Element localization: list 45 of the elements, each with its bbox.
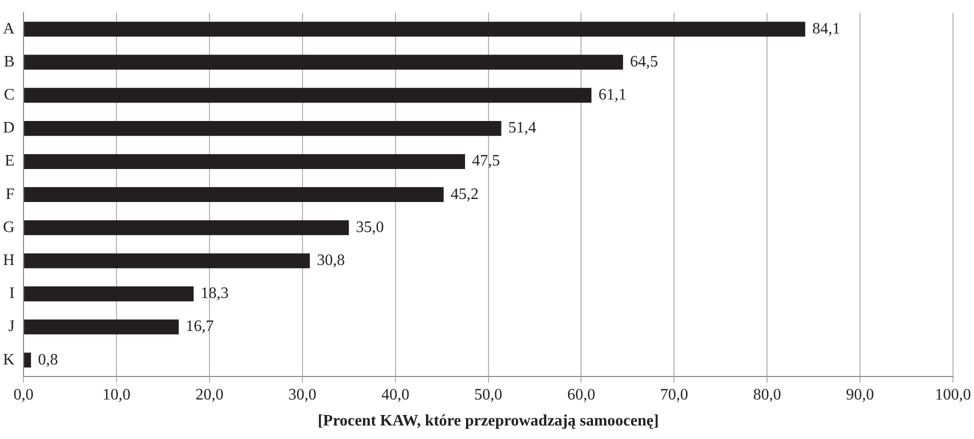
data-label: 0,8 — [38, 351, 58, 368]
y-tick-label: B — [4, 53, 15, 70]
x-tick-label: 70,0 — [660, 386, 688, 404]
bar — [24, 286, 194, 302]
bar — [24, 352, 31, 368]
x-tick-label: 80,0 — [753, 386, 782, 404]
bar — [24, 88, 592, 103]
bar — [24, 22, 806, 37]
y-tick-label: J — [8, 318, 15, 336]
y-tick-label: F — [6, 186, 15, 203]
y-tick-label: G — [2, 218, 15, 236]
bar — [24, 253, 310, 268]
y-tick-label: A — [2, 20, 15, 38]
data-label: 16,7 — [186, 318, 214, 336]
data-label: 64,5 — [630, 53, 658, 70]
y-tick-label: D — [2, 120, 15, 137]
bar — [24, 187, 444, 202]
x-tick-label: 90,0 — [846, 386, 874, 404]
x-tick-label: 10,0 — [102, 386, 130, 404]
bar — [24, 120, 502, 136]
y-tick-label: I — [9, 285, 15, 302]
data-label: 35,0 — [356, 218, 384, 236]
bar — [24, 154, 466, 169]
x-tick-label: 0,0 — [14, 386, 34, 404]
y-tick-label: K — [2, 351, 15, 368]
x-tick-label: 30,0 — [288, 386, 316, 404]
x-tick-label: 60,0 — [567, 386, 596, 404]
x-tick-label: 40,0 — [381, 386, 410, 404]
bar — [24, 220, 349, 236]
x-tick-label: 100,0 — [935, 386, 971, 404]
data-label: 18,3 — [200, 285, 229, 302]
data-label: 84,1 — [812, 20, 840, 38]
y-tick-label: C — [4, 86, 15, 104]
x-tick-label: 20,0 — [195, 386, 224, 404]
data-label: 45,2 — [450, 186, 479, 203]
x-axis-title: [Procent KAW, które przeprowadzają samoocenę] — [318, 412, 659, 430]
data-label: 47,5 — [472, 152, 500, 170]
y-tick-label: E — [4, 152, 15, 170]
bar — [24, 54, 624, 70]
data-label: 61,1 — [598, 86, 626, 104]
y-tick-label: H — [2, 252, 15, 269]
data-label: 51,4 — [508, 120, 536, 137]
bar — [24, 320, 179, 334]
data-label: 30,8 — [316, 252, 345, 269]
x-tick-label: 50,0 — [474, 386, 502, 404]
